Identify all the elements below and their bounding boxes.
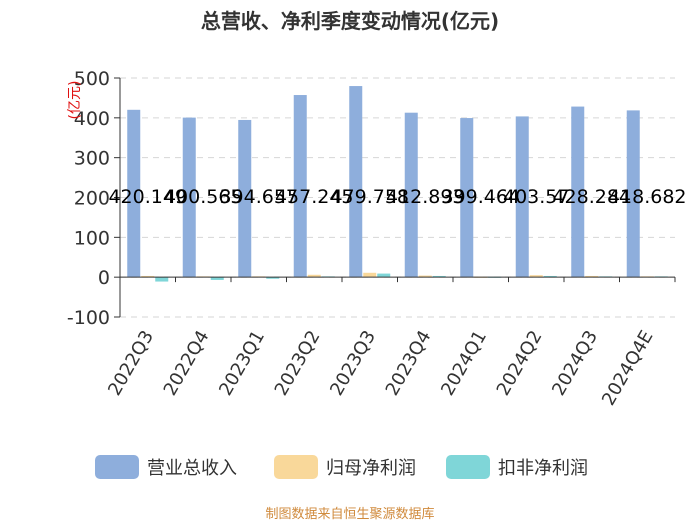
bar-2	[529, 275, 543, 278]
legend: 营业总收入 归母净利润 扣非净利润	[95, 455, 588, 479]
bar-1	[182, 117, 196, 278]
legend-item: 营业总收入	[95, 455, 237, 479]
x-tick-label: 2024Q1	[437, 327, 491, 399]
x-tick-label: 2023Q3	[326, 327, 380, 399]
data-label: 399.464	[441, 186, 520, 208]
legend-swatch	[95, 455, 139, 479]
x-tick-label: 2022Q4	[160, 327, 214, 399]
y-axis-label: (亿元)	[67, 81, 83, 120]
data-label: 418.682	[608, 186, 687, 208]
bar-1	[404, 112, 418, 278]
chart-title: 总营收、净利季度变动情况(亿元)	[201, 9, 499, 33]
data-label: 428.284	[552, 186, 631, 208]
legend-label: 营业总收入	[147, 458, 237, 479]
bar-3	[377, 273, 391, 278]
legend-swatch	[274, 455, 318, 479]
bar-1	[127, 109, 141, 278]
legend-item: 归母净利润	[274, 455, 416, 479]
bar-3	[543, 275, 557, 278]
source-note: 制图数据来自恒生聚源数据库	[265, 506, 434, 522]
data-label: 394.657	[219, 186, 298, 208]
bar-2	[418, 275, 432, 278]
x-tick-label: 2024Q4E	[598, 327, 658, 409]
y-tick-label: 200	[74, 188, 110, 210]
legend-label: 归母净利润	[326, 458, 416, 479]
legend-swatch	[446, 455, 490, 479]
y-tick-label: -100	[67, 307, 110, 329]
bar-3	[432, 275, 446, 278]
bar-2	[363, 272, 377, 278]
x-tick-label: 2024Q3	[548, 327, 602, 399]
y-tick-label: 0	[98, 267, 110, 289]
data-label: 400.565	[164, 186, 243, 208]
data-label: 403.57	[503, 186, 569, 208]
bar-1	[293, 95, 307, 278]
legend-label: 扣非净利润	[498, 458, 588, 479]
data-label: 420.149	[108, 186, 187, 208]
bar-1	[460, 118, 474, 278]
y-tick-label: 500	[74, 68, 110, 90]
x-tick-label: 2023Q1	[215, 327, 269, 399]
bars	[127, 86, 668, 282]
bar-1	[571, 106, 585, 278]
bar-3	[155, 277, 169, 282]
data-labels: 420.149400.565394.657457.245479.758412.8…	[108, 186, 686, 208]
bar-2	[141, 275, 155, 278]
y-tick-label: 400	[74, 108, 110, 130]
x-tick-label: 2023Q2	[271, 327, 325, 399]
bar-3	[210, 277, 224, 280]
data-label: 479.758	[330, 186, 409, 208]
y-tick-label: 300	[74, 148, 110, 170]
x-tick-label: 2022Q3	[104, 327, 158, 399]
bar-2	[307, 274, 321, 278]
data-label: 412.893	[386, 186, 465, 208]
bar-1	[626, 110, 640, 278]
y-tick-label: 100	[74, 227, 110, 249]
x-tick-label: 2024Q2	[493, 327, 547, 399]
bar-3	[266, 277, 280, 279]
bar-2	[585, 275, 599, 278]
bar-1	[349, 86, 363, 278]
bar-1	[238, 119, 252, 278]
legend-item: 扣非净利润	[446, 455, 588, 479]
x-tick-label: 2023Q4	[382, 327, 436, 399]
data-label: 457.245	[275, 186, 354, 208]
bar-1	[515, 116, 529, 278]
